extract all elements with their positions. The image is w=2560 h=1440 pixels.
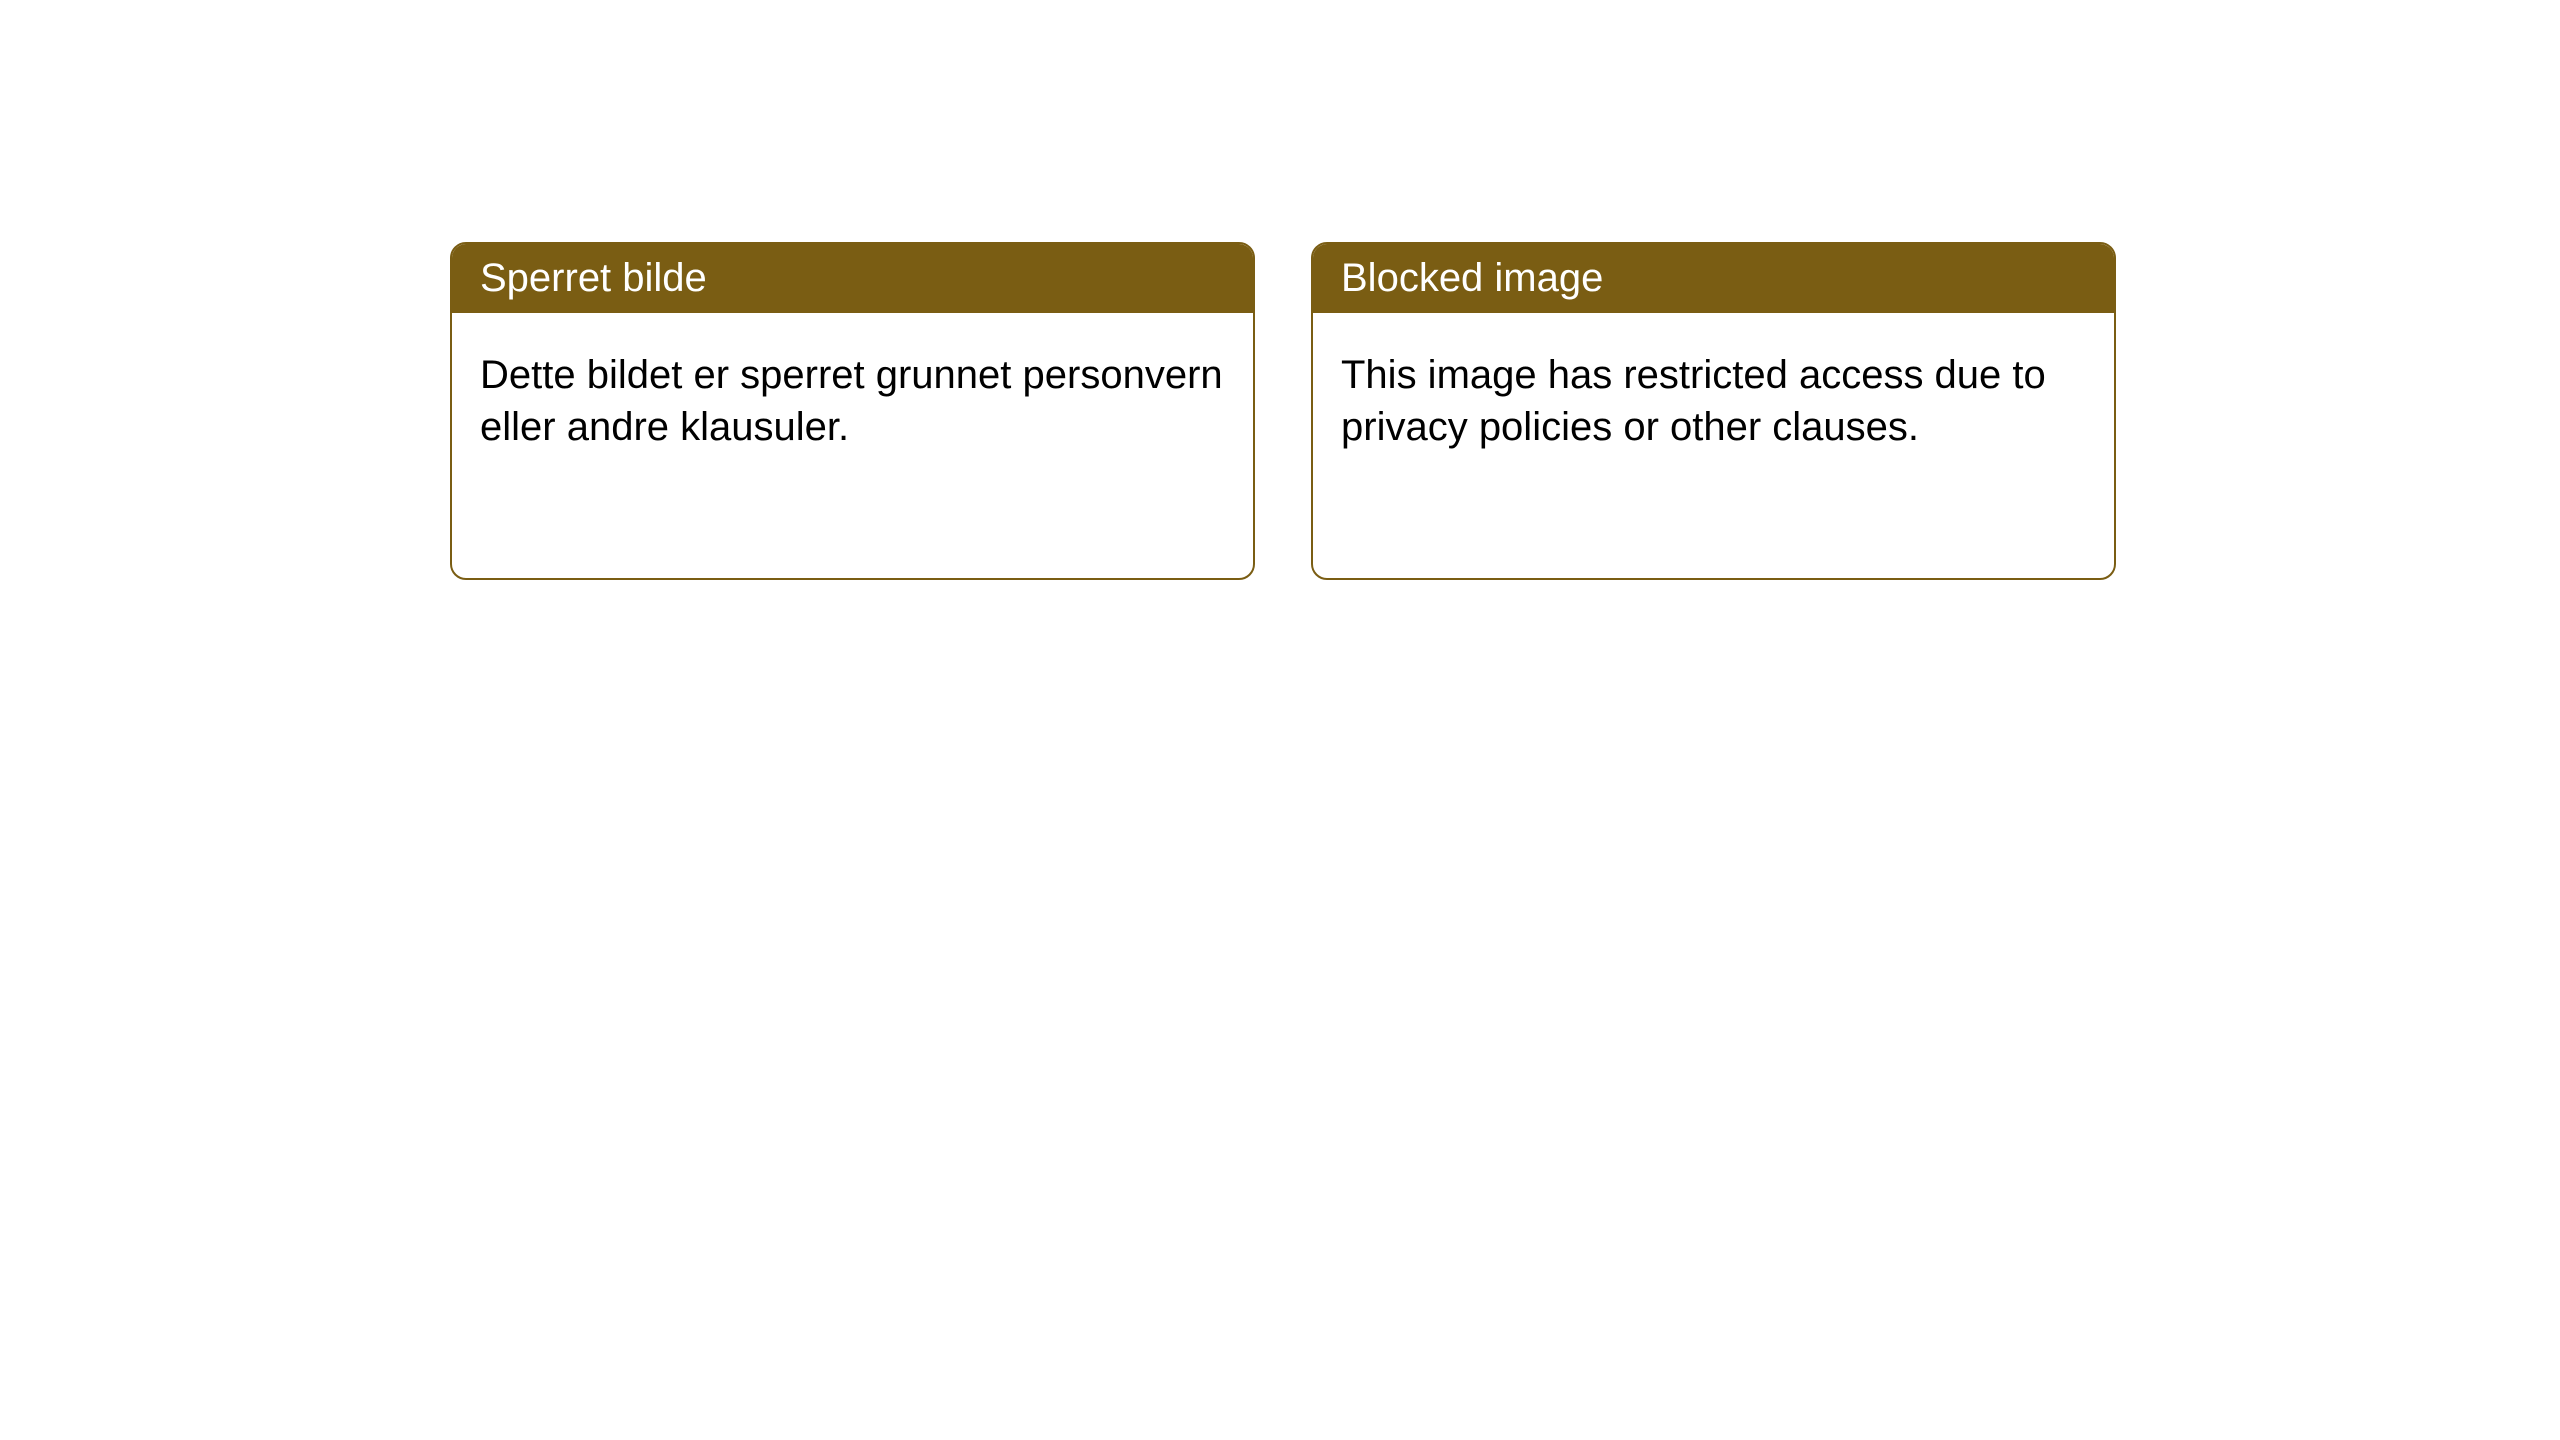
blocked-image-card-norwegian: Sperret bilde Dette bildet er sperret gr… <box>450 242 1255 580</box>
card-body-text: Dette bildet er sperret grunnet personve… <box>480 353 1223 449</box>
card-header: Sperret bilde <box>452 244 1253 313</box>
card-body: This image has restricted access due to … <box>1313 313 2114 489</box>
card-header: Blocked image <box>1313 244 2114 313</box>
notice-container: Sperret bilde Dette bildet er sperret gr… <box>0 0 2560 580</box>
blocked-image-card-english: Blocked image This image has restricted … <box>1311 242 2116 580</box>
card-header-text: Blocked image <box>1341 256 1603 300</box>
card-body: Dette bildet er sperret grunnet personve… <box>452 313 1253 489</box>
card-header-text: Sperret bilde <box>480 256 707 300</box>
card-body-text: This image has restricted access due to … <box>1341 353 2046 449</box>
